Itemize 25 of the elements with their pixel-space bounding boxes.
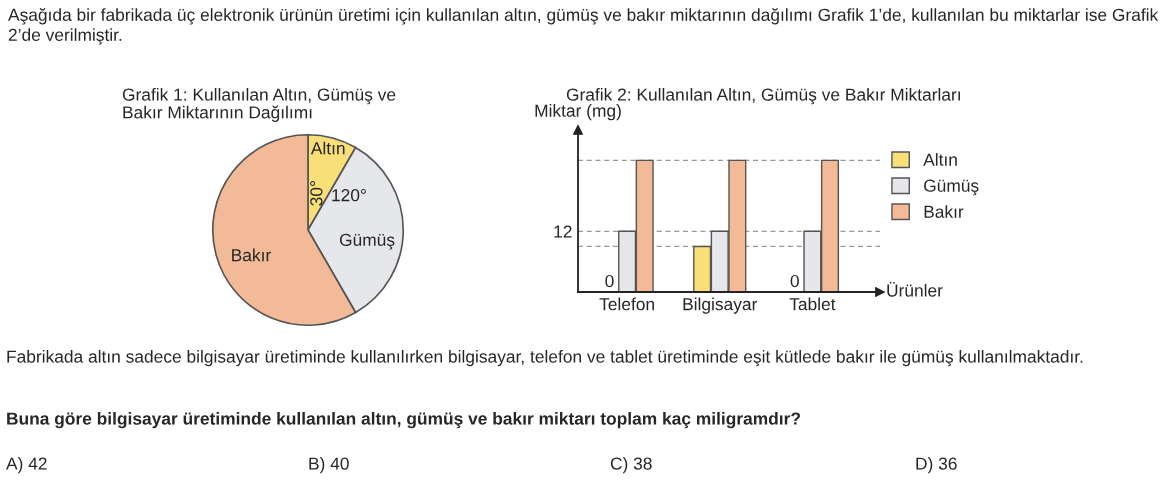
text: C) 38: [610, 457, 652, 474]
data-label: 0: [605, 274, 614, 288]
legend-label: Gümüş: [924, 179, 979, 196]
text: Aşağıda bir fabrikada üç elektronik ürünün üretimi için kullanılan altın, gümüş ve bakır miktarının dağılımı Grafik 1’de, kullanılan bu miktarlar ise Grafik 2’de verilmiştir.: [8, 8, 1159, 45]
text: Fabrikada altın sadece bilgisayar üretiminde kullanılırken bilgisayar, telefon ve tablet üretiminde eşit kütlede bakır ile gümüş kullanılmaktadır.: [7, 350, 1083, 367]
data-label: 30°: [310, 181, 323, 206]
slice-label: Gümüş: [339, 233, 395, 250]
legend-label: Bakır: [924, 205, 964, 218]
text: Buna göre bilgisayar üretiminde kullanılan altın, gümüş ve bakır miktarı toplam kaç miligramdır?: [7, 412, 800, 429]
chart-title: Grafik 1: Kullanılan Altın, Gümüş ve Bakır Miktarının Dağılımı: [122, 88, 396, 122]
x-tick-label: Telefon: [599, 297, 654, 311]
legend-label: Altın: [923, 153, 957, 166]
slice-label: Altın: [310, 141, 345, 155]
data-label: 0: [790, 274, 799, 288]
text: B) 40: [309, 457, 349, 474]
x-tick-label: Tablet: [789, 297, 836, 311]
text: D) 36: [916, 457, 957, 474]
slice-label: Bakır: [232, 248, 271, 262]
text: A) 42: [6, 457, 47, 474]
x-axis-title: Ürünler: [887, 281, 943, 297]
data-label: 120°: [332, 189, 366, 202]
x-tick-label: Bilgisayar: [683, 297, 758, 314]
y-tick-label: 12: [554, 225, 572, 238]
chart-title: Grafik 2: Kullanılan Altın, Gümüş ve Bakır Miktarları: [566, 88, 960, 105]
y-axis-title: Miktar (mg): [535, 104, 621, 121]
